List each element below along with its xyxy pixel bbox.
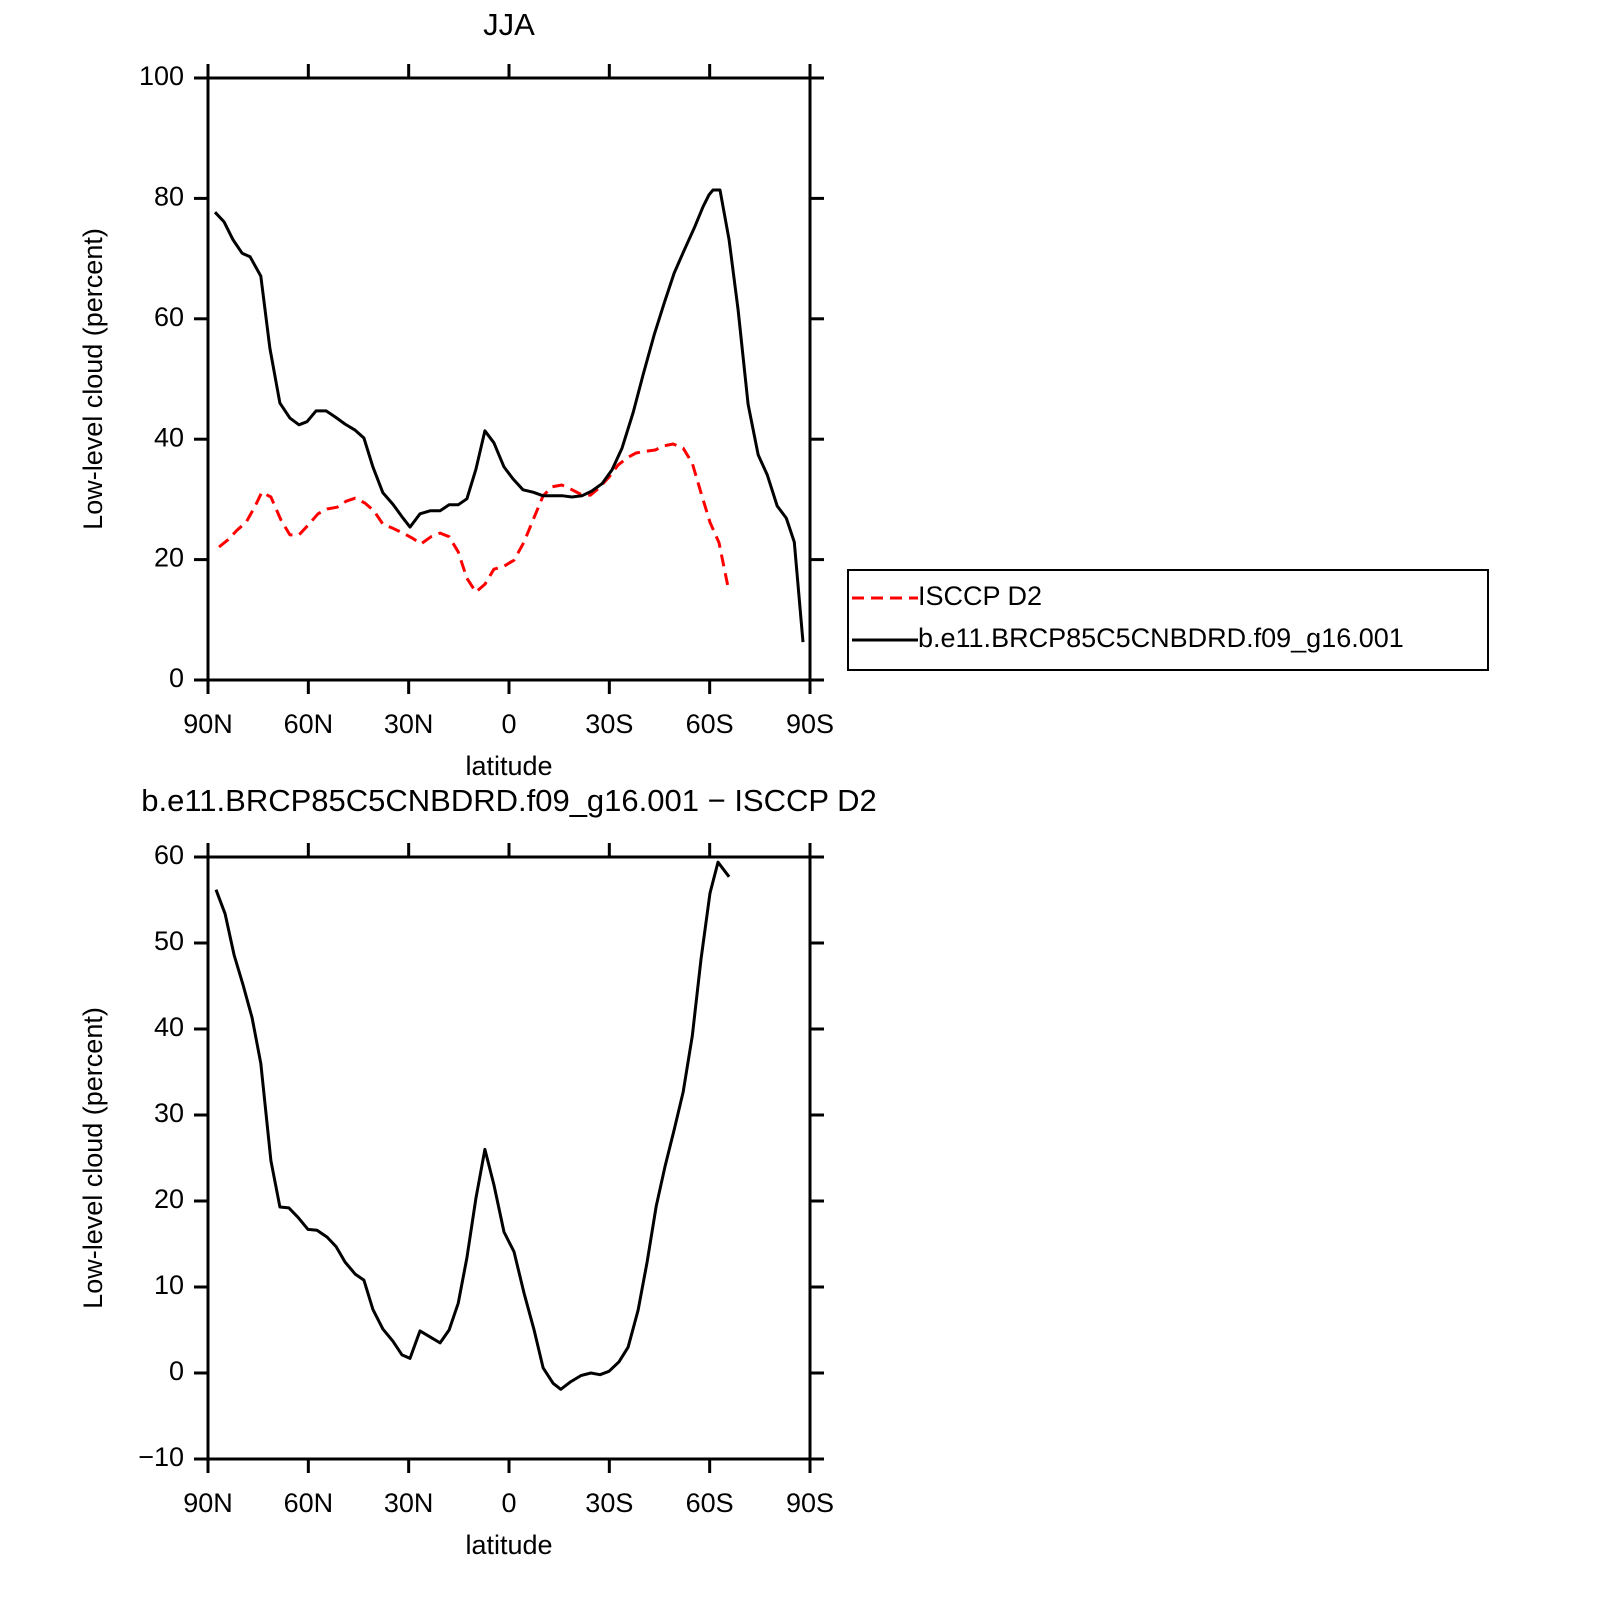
data-line xyxy=(218,442,730,594)
x-tick-label: 30N xyxy=(384,709,434,739)
x-tick-label: 90S xyxy=(786,1488,834,1518)
data-line xyxy=(214,860,731,1391)
y-tick-label: 40 xyxy=(154,422,184,452)
y-tick-label: 80 xyxy=(154,182,184,212)
y-tick-label: 20 xyxy=(154,543,184,573)
plot-frame xyxy=(206,76,812,682)
x-axis-label: latitude xyxy=(465,751,552,781)
y-tick-label: 60 xyxy=(154,302,184,332)
x-tick-label: 60N xyxy=(284,709,334,739)
x-tick-label: 30S xyxy=(585,709,633,739)
y-tick-label: 50 xyxy=(154,926,184,956)
x-tick-label: 90S xyxy=(786,709,834,739)
x-tick-label: 0 xyxy=(501,709,516,739)
x-tick-label: 90N xyxy=(183,709,233,739)
legend-label: ISCCP D2 xyxy=(918,581,1042,611)
y-tick-label: 20 xyxy=(154,1184,184,1214)
y-axis-label: Low-level cloud (percent) xyxy=(78,228,108,530)
y-tick-label: 0 xyxy=(169,1356,184,1386)
x-tick-label: 60N xyxy=(284,1488,334,1518)
chart-title: JJA xyxy=(483,7,535,42)
chart-title: b.e11.BRCP85C5CNBDRD.f09_g16.001 − ISCCP… xyxy=(141,783,877,818)
x-tick-label: 60S xyxy=(686,1488,734,1518)
legend-box xyxy=(847,569,1489,671)
x-tick-label: 90N xyxy=(183,1488,233,1518)
y-tick-label: 0 xyxy=(169,663,184,693)
x-tick-label: 0 xyxy=(501,1488,516,1518)
y-tick-label: 30 xyxy=(154,1098,184,1128)
x-axis-label: latitude xyxy=(465,1530,552,1560)
y-tick-label: −10 xyxy=(138,1442,184,1472)
y-tick-label: 100 xyxy=(139,61,184,91)
y-axis-label: Low-level cloud (percent) xyxy=(78,1007,108,1309)
y-tick-label: 60 xyxy=(154,840,184,870)
x-tick-label: 30N xyxy=(384,1488,434,1518)
legend-label: b.e11.BRCP85C5CNBDRD.f09_g16.001 xyxy=(918,623,1404,653)
plot-frame xyxy=(206,855,812,1461)
y-tick-label: 10 xyxy=(154,1270,184,1300)
data-line xyxy=(213,188,805,643)
x-tick-label: 60S xyxy=(686,709,734,739)
y-tick-label: 40 xyxy=(154,1012,184,1042)
x-tick-label: 30S xyxy=(585,1488,633,1518)
